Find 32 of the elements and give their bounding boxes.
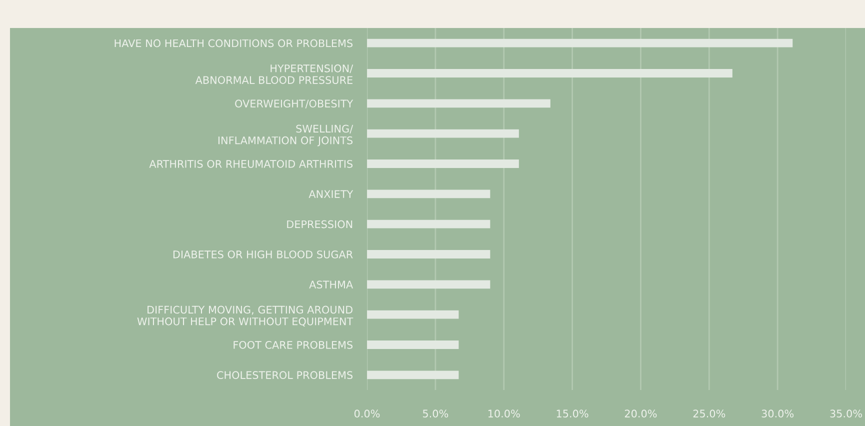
x-tick-label: 20.0% [624, 410, 657, 418]
bar [367, 129, 519, 138]
bar [367, 340, 459, 349]
y-tick-label: ANXIETY [308, 190, 354, 198]
y-tick-label: DEPRESSION [287, 220, 352, 228]
y-tick-label: OVERWEIGHT/OBESITY [235, 100, 354, 108]
x-tick-label: 15.0% [556, 410, 588, 418]
x-tick-label: 30.0% [762, 410, 794, 418]
y-tick-label: DIABETES OR HIGH BLOOD SUGAR [173, 250, 353, 258]
bar [367, 38, 793, 48]
bar [367, 99, 550, 108]
bar [367, 250, 490, 258]
bar [367, 69, 732, 78]
y-tick-label: ARTHRITIS OR RHEUMATOID ARTHRITIS [149, 160, 353, 168]
x-tick-label: 25.0% [693, 410, 726, 418]
y-tick-label: HAVE NO HEALTH CONDITIONS OR PROBLEMS [114, 39, 353, 48]
bar [367, 280, 490, 289]
x-tick-label: 0.0% [354, 410, 380, 418]
x-tick-label: 35.0% [830, 410, 862, 418]
y-tick-label: HYPERTENSION/ ABNORMAL BLOOD PRESSURE [195, 64, 354, 84]
bar [367, 310, 459, 319]
y-tick-label: ASTHMA [309, 280, 354, 289]
y-tick-label: SWELLING/ INFLAMMATION OF JOINTS [218, 124, 354, 146]
y-tick-label: CHOLESTEROL PROBLEMS [217, 371, 353, 380]
x-tick-label: 10.0% [488, 410, 520, 418]
bar [367, 160, 519, 168]
bar [367, 370, 459, 380]
x-tick-label: 5.0% [423, 410, 448, 418]
y-tick-label: FOOT CARE PROBLEMS [234, 340, 353, 349]
y-tick-label: DIFFICULTY MOVING, GETTING AROUND WITHOUT HELP OR WITHOUT EQUIPMENT [137, 306, 354, 327]
bar [367, 220, 490, 228]
bar [367, 190, 490, 198]
